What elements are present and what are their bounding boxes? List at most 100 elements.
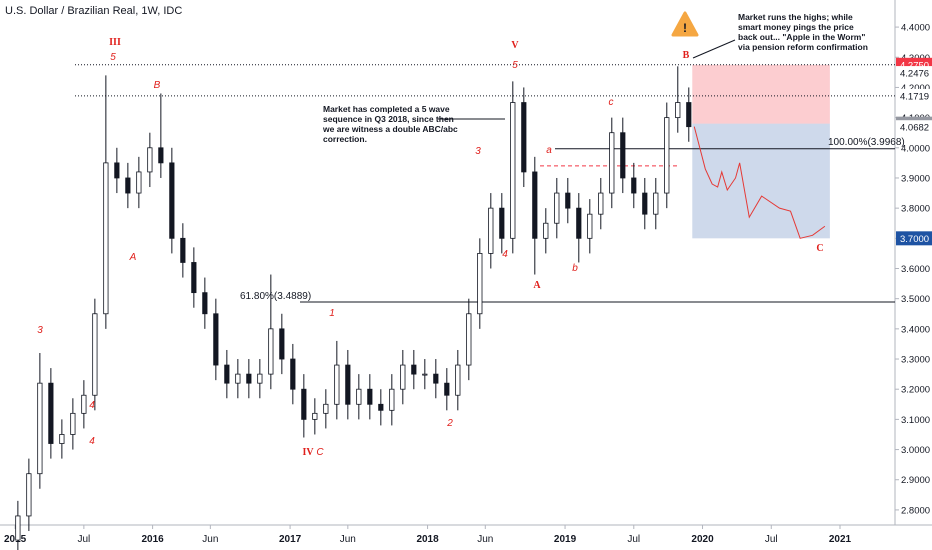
candle-body (114, 162, 120, 179)
y-tick-label: 3.2000 (901, 385, 930, 396)
candle-body (686, 102, 692, 128)
candle-body (510, 102, 516, 239)
wave-label: 3 (475, 146, 481, 157)
x-tick-label: 2016 (141, 534, 164, 545)
candle-body (389, 388, 395, 411)
fib-label: 100.00%(3.9968) (828, 137, 905, 148)
price-badge-label: 3.7000 (900, 234, 929, 245)
wave-label: V (511, 40, 519, 51)
y-tick-label: 3.5000 (901, 294, 930, 305)
candle-body (576, 207, 582, 239)
candle-body (488, 207, 494, 254)
candle-body (653, 192, 659, 215)
candle-body (136, 171, 142, 194)
price-badge-label: 4.2476 (900, 69, 929, 80)
candle-body (367, 388, 373, 405)
candle-body (444, 382, 450, 396)
candle-body (499, 207, 505, 239)
wave-label: 4 (89, 436, 95, 447)
candle-body (543, 222, 549, 239)
price-badge (896, 66, 932, 81)
candle-body (609, 132, 615, 194)
candle-body (37, 382, 43, 475)
candle-body (400, 364, 406, 390)
wave-label: C (316, 447, 324, 458)
wave-label: 4 (89, 400, 95, 411)
price-badge (896, 231, 932, 246)
x-tick-label: 2021 (829, 534, 852, 545)
candle-body (675, 102, 681, 119)
price-badge-label: 4.0682 (900, 123, 929, 134)
x-tick-label: Jun (202, 534, 218, 545)
wave-label: III (109, 37, 121, 48)
candle-body (268, 328, 274, 375)
price-badge-label: 4.2750 (900, 60, 929, 71)
note-text: smart money pings the price (738, 22, 854, 32)
wave-label: 5 (110, 52, 116, 63)
wave-label: 5 (512, 60, 518, 71)
wave-label: A (533, 280, 541, 291)
wave-label: b (572, 263, 578, 274)
wave-label: B (683, 50, 690, 61)
x-tick-label: 2018 (416, 534, 439, 545)
y-tick-label: 3.8000 (901, 204, 930, 215)
candle-body (103, 162, 109, 315)
candle-body (433, 373, 439, 384)
x-tick-label: Jun (477, 534, 493, 545)
y-tick-label: 3.1000 (901, 415, 930, 426)
candle-body (554, 192, 560, 224)
x-tick-label: 2019 (554, 534, 577, 545)
candle-body (422, 373, 428, 376)
candle-body (235, 373, 241, 384)
y-tick-label: 3.3000 (901, 355, 930, 366)
candle-body (532, 171, 538, 239)
candle-body (48, 382, 54, 444)
candle-body (565, 192, 571, 209)
x-tick-label: 2017 (279, 534, 302, 545)
y-tick-label: 2.9000 (901, 475, 930, 486)
x-tick-label: Jun (340, 534, 356, 545)
candle-body (158, 147, 164, 164)
note-text: Market has completed a 5 wave (323, 104, 450, 114)
candle-body (202, 292, 208, 315)
price-badge-label: 4.1719 (900, 91, 929, 102)
note-connector (692, 39, 736, 59)
note-text: back out... "Apple in the Worm" (738, 32, 865, 42)
candle-body (15, 515, 21, 541)
y-tick-label: 4.0000 (901, 143, 930, 154)
candle-body (26, 473, 32, 517)
y-tick-label: 3.0000 (901, 445, 930, 456)
wave-label: a (546, 145, 552, 156)
candle-body (455, 364, 461, 396)
y-tick-label: 4.4000 (901, 23, 930, 34)
candle-body (378, 403, 384, 411)
note-text: via pension reform confirmation (738, 42, 868, 52)
x-tick-label: Jul (77, 534, 90, 545)
candle-body (290, 358, 296, 390)
price-badge (896, 120, 932, 135)
target-zone (692, 123, 830, 239)
candle-body (301, 388, 307, 420)
note-text: correction. (323, 134, 367, 144)
wave-label: C (816, 243, 823, 254)
candle-body (642, 192, 648, 215)
note-text: sequence in Q3 2018, since then (323, 114, 454, 124)
chart-title: U.S. Dollar / Brazilian Real, 1W, IDC (5, 5, 182, 17)
wave-label: c (609, 97, 614, 108)
y-tick-label: 3.9000 (901, 173, 930, 184)
candle-body (191, 262, 197, 294)
candle-body (466, 313, 472, 366)
candle-body (598, 192, 604, 215)
y-tick-label: 2.8000 (901, 505, 930, 516)
candle-body (70, 412, 76, 435)
candle-body (125, 177, 131, 194)
candle-body (312, 412, 318, 420)
candle-body (477, 253, 483, 315)
y-tick-label: 4.2000 (901, 83, 930, 94)
candle-body (411, 364, 417, 375)
candle-body (521, 102, 527, 173)
candle-body (81, 394, 87, 414)
candle-body (257, 373, 263, 384)
